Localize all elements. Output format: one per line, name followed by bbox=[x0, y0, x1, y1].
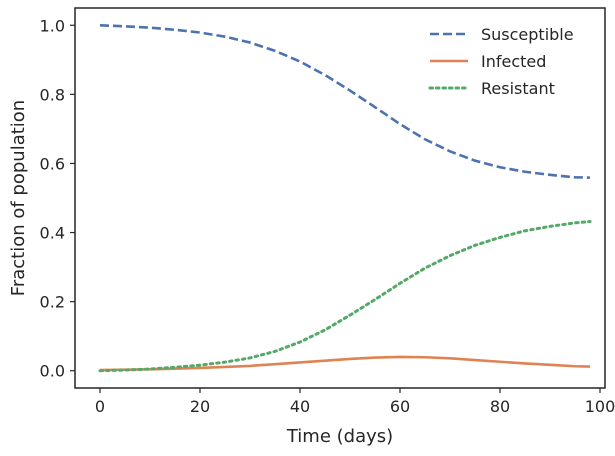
y-tick-label: 1.0 bbox=[40, 16, 65, 35]
y-axis-label: Fraction of population bbox=[8, 100, 29, 296]
x-tick-label: 80 bbox=[490, 397, 510, 416]
legend-label-infected: Infected bbox=[481, 52, 546, 71]
legend: Susceptible Infected Resistant bbox=[428, 25, 574, 98]
x-tick-label: 0 bbox=[95, 397, 105, 416]
x-tick-label: 20 bbox=[190, 397, 210, 416]
axis-ticks: 0 20 40 60 80 100 0.0 0.2 0.4 0.6 0.8 1.0 bbox=[40, 16, 615, 416]
x-tick-label: 40 bbox=[290, 397, 310, 416]
plot-frame bbox=[74, 7, 606, 389]
series-line-infected bbox=[99, 355, 591, 372]
legend-label-resistant: Resistant bbox=[481, 79, 555, 98]
series-line-susceptible bbox=[99, 23, 591, 179]
x-tick-label: 100 bbox=[585, 397, 615, 416]
y-tick-label: 0.6 bbox=[40, 154, 65, 173]
y-tick-label: 0.0 bbox=[40, 362, 65, 381]
x-axis-label: Time (days) bbox=[286, 426, 393, 447]
y-tick-label: 0.8 bbox=[40, 85, 65, 104]
legend-label-susceptible: Susceptible bbox=[481, 25, 574, 44]
plot-area bbox=[74, 7, 606, 389]
y-tick-label: 0.4 bbox=[40, 224, 65, 243]
series-line-resistant bbox=[98, 219, 592, 373]
y-tick-label: 0.2 bbox=[40, 293, 65, 312]
x-tick-label: 60 bbox=[390, 397, 410, 416]
